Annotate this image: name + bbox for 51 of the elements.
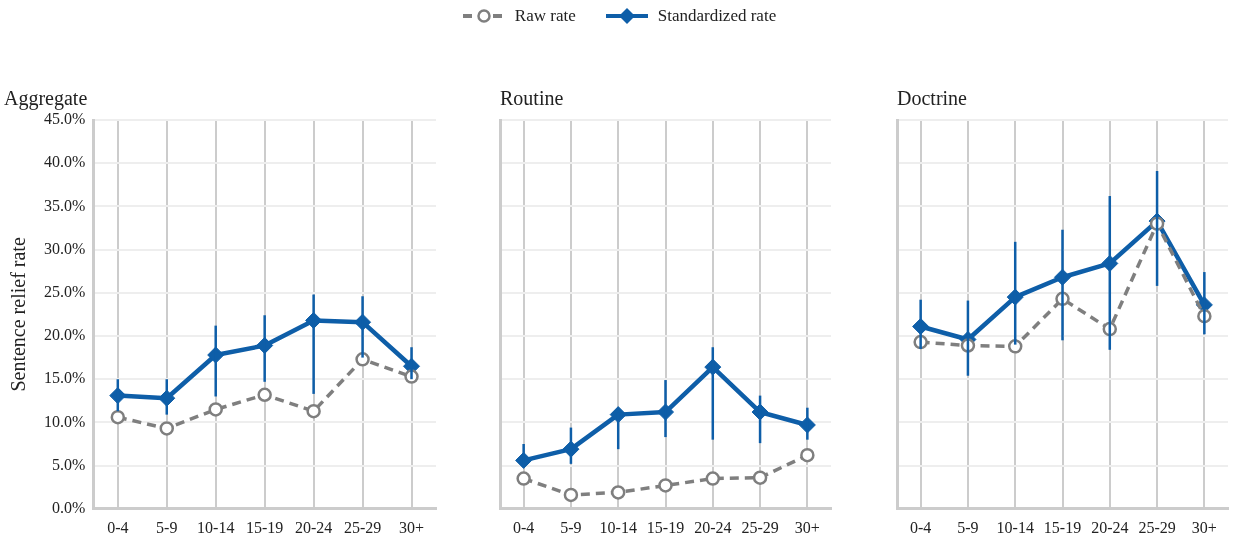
chart-title: Aggregate [4, 87, 88, 111]
y-tick-label: 20.0% [44, 326, 86, 344]
x-tick-label: 10-14 [197, 518, 235, 536]
x-tick-label: 20-24 [694, 518, 732, 536]
x-tick-label: 0-4 [909, 518, 932, 536]
x-tick-label: 30+ [399, 518, 425, 536]
point [752, 470, 768, 485]
point [800, 447, 815, 463]
x-tick-label: 5-9 [560, 518, 582, 536]
y-tick-label: 5.0% [52, 455, 86, 473]
y-tick-label: 40.0% [44, 153, 86, 171]
y-tick-label: 10.0% [44, 412, 86, 430]
y-tick-label: 0.0% [52, 499, 86, 516]
x-tick-label: 10-14 [996, 518, 1034, 536]
y-tick-label: 35.0% [44, 196, 86, 214]
point [563, 487, 579, 503]
y-tick-label: 15.0% [44, 369, 86, 387]
point [658, 478, 673, 493]
x-tick-label: 0-4 [107, 518, 129, 536]
point [257, 387, 272, 402]
x-tick-label: 30+ [1191, 518, 1217, 536]
x-tick-label: 5-9 [156, 518, 178, 536]
point [208, 402, 223, 417]
x-tick-label: 20-24 [1091, 518, 1129, 536]
point [516, 471, 531, 486]
x-tick-label: 15-19 [246, 518, 284, 536]
point [705, 471, 721, 486]
x-tick-label: 25-29 [343, 518, 382, 536]
point [609, 406, 627, 424]
x-tick-label: 20-24 [294, 518, 333, 536]
x-tick-label: 25-29 [741, 518, 779, 536]
point [1007, 339, 1023, 354]
point [306, 403, 321, 419]
chart-title: Routine [500, 87, 564, 110]
x-tick-label: 5-9 [957, 518, 979, 536]
point [159, 421, 175, 436]
x-tick-label: 15-19 [1043, 518, 1082, 536]
point [610, 485, 626, 500]
x-tick-label: 15-19 [646, 518, 685, 536]
y-tick-label: 45.0% [44, 110, 86, 128]
point [110, 409, 126, 425]
x-tick-label: 25-29 [1138, 518, 1176, 536]
x-tick-label: 30+ [794, 518, 820, 536]
y-axis-title: Sentence relief rate [7, 237, 30, 392]
y-tick-label: 30.0% [44, 239, 86, 257]
legend-label: Raw rate [514, 6, 576, 26]
chart-title: Doctrine [897, 87, 968, 110]
x-tick-label: 10-14 [599, 518, 637, 536]
y-tick-label: 25.0% [44, 283, 86, 300]
legend-label: Standardized rate [657, 6, 777, 26]
x-tick-label: 0-4 [512, 518, 535, 536]
